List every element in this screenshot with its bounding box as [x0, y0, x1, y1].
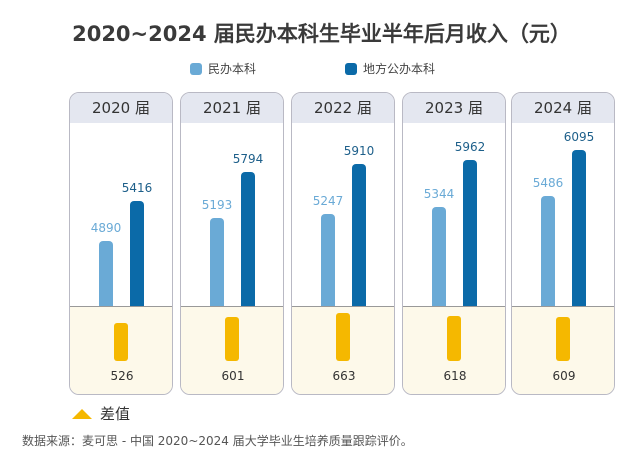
year-panel: 2021 届 5193 5794 601: [180, 92, 284, 395]
value-label: 4890: [90, 221, 122, 236]
bar-private: [99, 241, 113, 306]
year-label: 2021 届: [181, 93, 283, 123]
bar-diff: [447, 315, 461, 361]
value-label: 5486: [532, 175, 564, 190]
value-label: 6095: [563, 129, 595, 144]
legend-swatch: [345, 62, 357, 75]
year-panel: 2024 届 5486 6095 609: [511, 92, 615, 395]
value-label: 5794: [232, 152, 264, 167]
bar-diff: [114, 322, 128, 361]
bar-private: [210, 218, 224, 306]
diff-label: 609: [552, 369, 576, 383]
value-label: 5247: [312, 193, 344, 208]
year-panel: 2023 届 5344 5962 618: [402, 92, 506, 395]
value-label: 5344: [423, 186, 455, 201]
year-panel: 2022 届 5247 5910 663: [291, 92, 395, 395]
bar-public: [572, 149, 586, 306]
legend-public: 地方公办本科: [345, 60, 435, 77]
legend-label: 差值: [100, 405, 131, 423]
year-panel: 2020 届 4890 5416 526: [69, 92, 173, 395]
value-label: 5193: [201, 198, 233, 213]
bar-private: [541, 195, 555, 306]
bar-diff: [225, 317, 239, 361]
value-label: 5910: [343, 143, 375, 158]
legend-private: 民办本科: [190, 60, 256, 77]
bar-private: [321, 213, 335, 306]
source-note: 数据来源：麦可思 - 中国 2020~2024 届大学毕业生培养质量跟踪评价。: [22, 434, 413, 448]
bar-diff: [556, 316, 570, 361]
legend-label: 地方公办本科: [363, 62, 436, 76]
diff-label: 618: [443, 369, 467, 383]
bar-public: [241, 172, 255, 306]
legend-label: 民办本科: [208, 62, 257, 76]
bar-private: [432, 206, 446, 306]
year-label: 2024 届: [512, 93, 614, 123]
bar-public: [130, 201, 144, 306]
chart-title: 2020~2024 届民办本科生毕业半年后月收入（元）: [72, 22, 571, 46]
triangle-icon: [72, 408, 92, 419]
year-label: 2020 届: [70, 93, 172, 123]
bar-diff: [336, 312, 350, 361]
diff-label: 601: [221, 369, 245, 383]
year-label: 2023 届: [403, 93, 505, 123]
value-label: 5416: [121, 181, 153, 196]
diff-label: 663: [332, 369, 356, 383]
value-label: 5962: [454, 139, 486, 154]
legend-swatch: [190, 62, 202, 75]
bar-public: [463, 159, 477, 306]
bar-public: [352, 163, 366, 306]
legend-diff: 差值: [72, 403, 130, 424]
diff-label: 526: [110, 369, 134, 383]
year-label: 2022 届: [292, 93, 394, 123]
